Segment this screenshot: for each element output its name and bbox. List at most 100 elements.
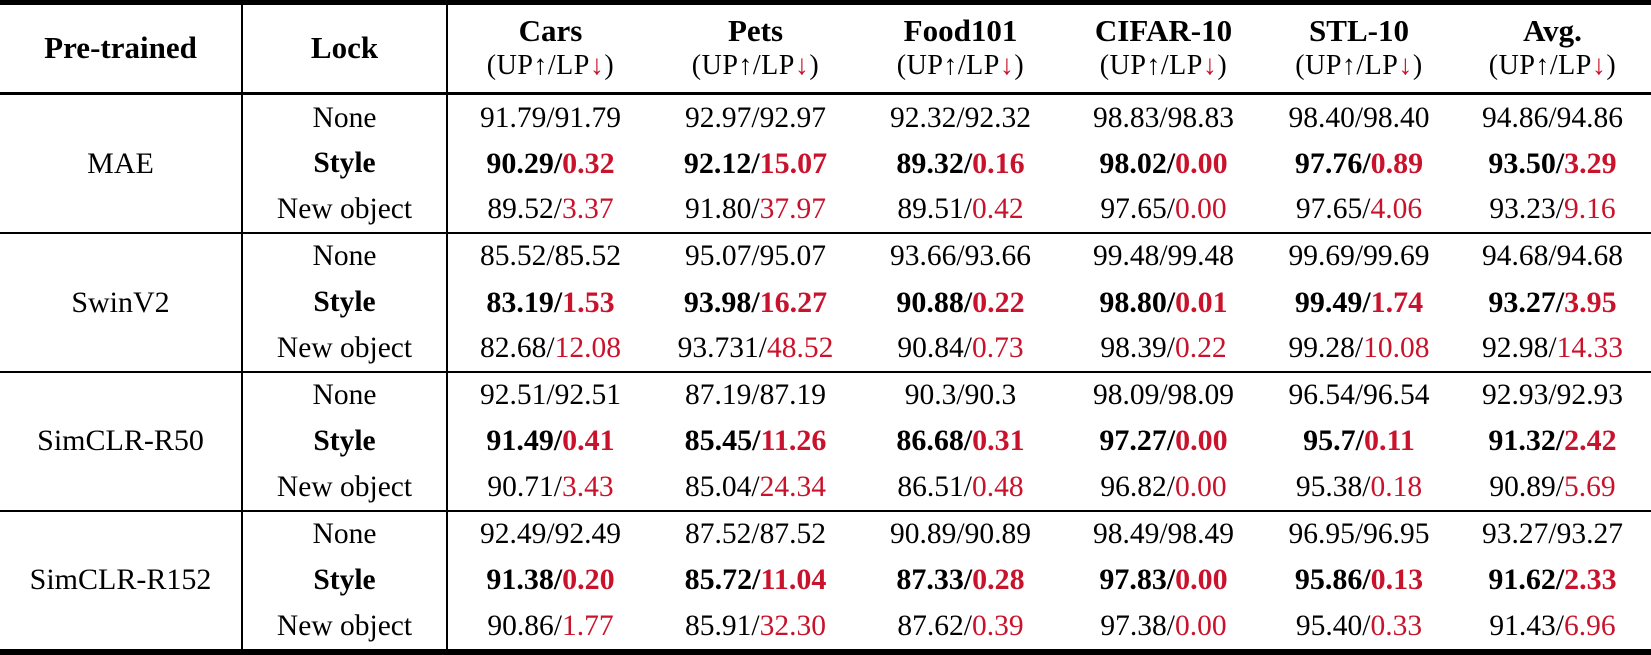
metric-cell: 95.38/0.18	[1264, 464, 1454, 511]
metric-suffix: )	[604, 49, 615, 81]
value-separator: /	[1555, 192, 1564, 225]
lp-value: 96.54	[1363, 379, 1430, 412]
metric-cell: 91.32/2.42	[1454, 419, 1651, 465]
value-separator: /	[963, 424, 973, 458]
metric-cell: 91.79/91.79	[447, 94, 653, 141]
value-separator: /	[553, 563, 563, 597]
lp-value: 0.28	[972, 563, 1025, 597]
up-value: 90.89	[1489, 470, 1556, 503]
lp-value: 3.43	[561, 470, 614, 503]
metric-cell: 92.49/92.49	[447, 509, 653, 558]
col-header-pretrained: Pre-trained	[0, 2, 242, 96]
lp-value: 91.79	[554, 101, 621, 134]
metric-mid: /LP	[547, 49, 590, 81]
value-separator: /	[1362, 563, 1371, 597]
metric-suffix: )	[1606, 49, 1617, 81]
value-separator: /	[553, 146, 563, 180]
lp-value: 1.74	[1370, 285, 1424, 319]
lp-value: 2.42	[1564, 424, 1617, 458]
metric-cell: 86.51/0.48	[858, 464, 1063, 511]
value-separator: /	[751, 192, 760, 225]
metric-cell: 94.86/94.86	[1454, 94, 1651, 141]
lp-value: 0.20	[562, 563, 615, 597]
value-separator: /	[1548, 518, 1557, 551]
metric-cell: 95.40/0.33	[1264, 603, 1454, 652]
metric-suffix: )	[1412, 49, 1423, 81]
metric-cell: 93.98/16.27	[653, 280, 858, 326]
value-separator: /	[553, 285, 563, 319]
lp-value: 48.52	[766, 331, 834, 364]
col-header-lock: Lock	[241, 2, 448, 96]
metric-prefix: (UP	[1295, 49, 1342, 81]
up-value: 94.68	[1482, 240, 1549, 273]
up-value: 92.12	[683, 146, 752, 180]
up-value: 98.80	[1099, 285, 1167, 319]
up-value: 93.731	[677, 331, 759, 364]
lock-cell: New object	[241, 325, 448, 373]
metric-cell: 89.51/0.42	[858, 187, 1063, 234]
value-separator: /	[1362, 192, 1371, 225]
up-value: 91.79	[480, 101, 547, 134]
up-value: 93.27	[1482, 518, 1549, 551]
pretrained-cell: SimCLR-R152	[0, 509, 242, 652]
value-separator: /	[553, 424, 563, 458]
metric-cell: 95.86/0.13	[1264, 558, 1454, 604]
up-value: 90.88	[896, 285, 964, 319]
up-value: 92.98	[1482, 331, 1549, 364]
up-value: 91.32	[1488, 424, 1556, 458]
lp-value: 15.07	[759, 146, 828, 180]
value-separator: /	[1555, 609, 1564, 642]
lp-value: 0.33	[1370, 609, 1423, 642]
dataset-name: CIFAR-10	[1094, 13, 1233, 48]
up-value: 95.07	[685, 240, 752, 273]
lp-value: 14.33	[1556, 331, 1623, 364]
up-value: 91.43	[1489, 609, 1556, 642]
lp-value: 98.49	[1167, 518, 1234, 551]
lp-value: 1.53	[562, 285, 615, 319]
table-header: Pre-trained Lock Cars (UP↑/LP↓) Pets (UP…	[0, 2, 1651, 96]
lp-value: 37.97	[759, 192, 826, 225]
lp-value: 0.22	[1174, 331, 1227, 364]
lp-value: 3.29	[1564, 146, 1617, 180]
lp-value: 0.22	[972, 285, 1025, 319]
value-separator: /	[1555, 424, 1565, 458]
value-separator: /	[553, 192, 562, 225]
value-separator: /	[963, 146, 973, 180]
lp-value: 12.08	[554, 331, 621, 364]
up-value: 95.38	[1295, 470, 1363, 503]
up-value: 96.95	[1288, 518, 1355, 551]
value-separator: /	[1362, 146, 1371, 180]
value-separator: /	[1166, 192, 1175, 225]
value-separator: /	[1159, 101, 1168, 134]
metric-cell: 97.65/4.06	[1264, 187, 1454, 234]
col-header-dataset: STL-10 (UP↑/LP↓)	[1264, 2, 1454, 96]
metric-cell: 96.54/96.54	[1264, 371, 1454, 419]
up-value: 98.83	[1093, 101, 1160, 134]
metric-cell: 99.69/99.69	[1264, 232, 1454, 280]
lp-value: 0.42	[971, 192, 1024, 225]
pretrained-cell: SwinV2	[0, 232, 242, 373]
metric-cell: 85.91/32.30	[653, 603, 858, 652]
value-separator: /	[751, 470, 760, 503]
value-separator: /	[963, 563, 973, 597]
metric-subheader: (UP↑/LP↓)	[1454, 49, 1651, 83]
lp-value: 3.95	[1564, 285, 1617, 319]
metric-cell: 91.43/6.96	[1454, 603, 1651, 652]
metric-cell: 91.62/2.33	[1454, 558, 1651, 604]
value-separator: /	[1354, 240, 1364, 273]
value-separator: /	[963, 470, 972, 503]
metric-cell: 90.89/5.69	[1454, 464, 1651, 511]
metric-cell: 97.38/0.00	[1063, 603, 1264, 652]
table-row: Style 83.19/1.53 93.98/16.27 90.88/0.22 98.8…	[0, 279, 1651, 326]
value-separator: /	[1548, 331, 1557, 364]
metric-cell: 85.45/11.26	[653, 419, 858, 465]
value-separator: /	[956, 518, 965, 551]
metric-cell: 98.40/98.40	[1264, 94, 1454, 141]
metric-cell: 87.19/87.19	[653, 371, 858, 419]
metric-mid: /LP	[1160, 49, 1203, 81]
down-arrow-icon: ↓	[794, 49, 810, 81]
value-separator: /	[751, 379, 760, 412]
lp-value: 3.37	[561, 192, 614, 225]
table-row: New object 90.71/3.43 85.04/24.34 86.51/0.4…	[0, 464, 1651, 511]
metric-cell: 93.27/3.95	[1454, 280, 1651, 326]
